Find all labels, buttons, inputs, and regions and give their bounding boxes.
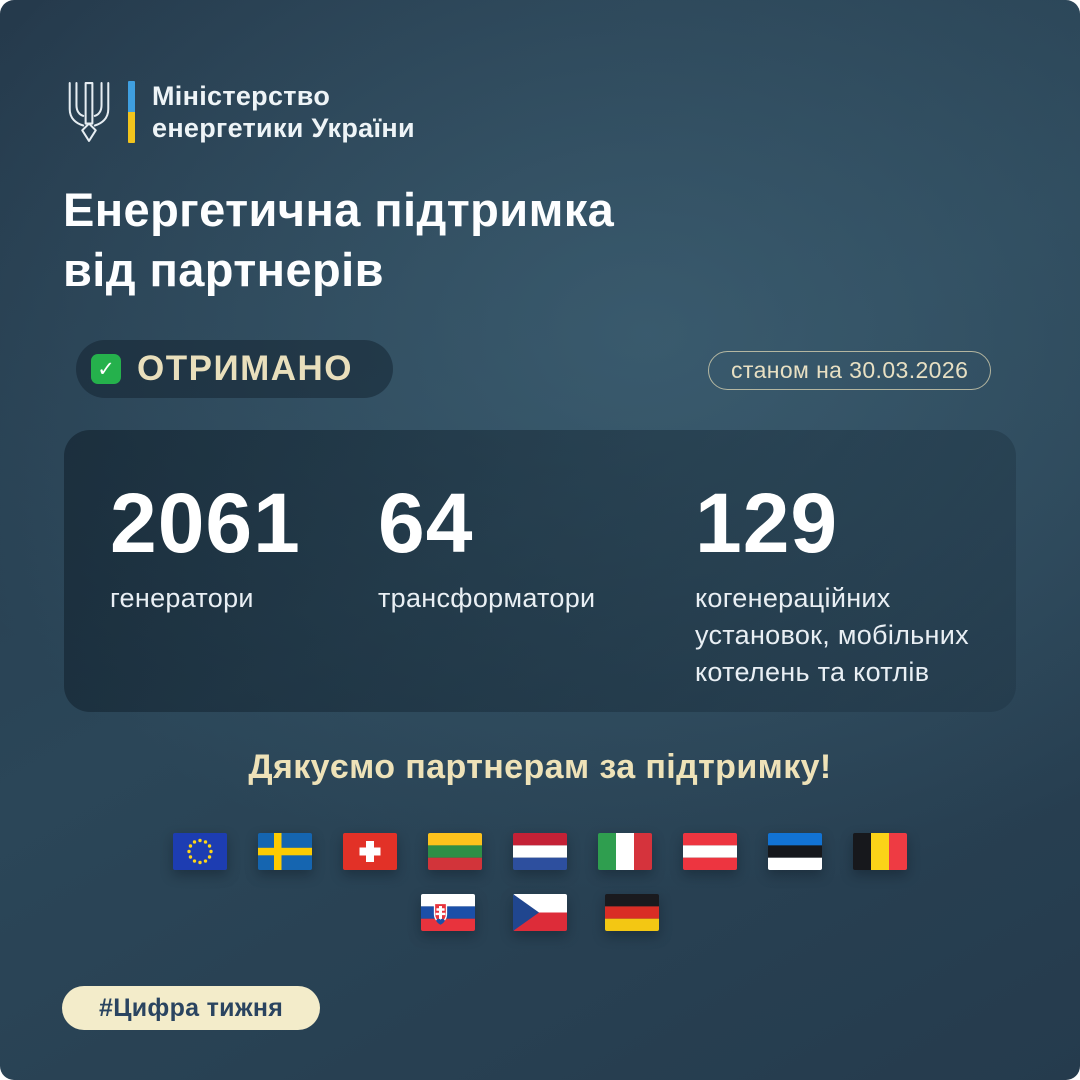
flag-czech-republic	[513, 894, 567, 931]
thanks-message: Дякуємо партнерам за підтримку!	[248, 748, 832, 786]
flag-netherlands	[513, 833, 567, 870]
check-icon: ✓	[91, 354, 121, 384]
ministry-name-line1: Міністерство	[152, 81, 331, 111]
date-badge: станом на 30.03.2026	[708, 351, 992, 390]
partner-flags-row2	[0, 894, 1080, 931]
ministry-name-line2: енергетики України	[152, 113, 415, 143]
stat-transformers-value: 64	[378, 476, 474, 570]
flag-belgium	[853, 833, 907, 870]
flag-austria	[683, 833, 737, 870]
stat-cogeneration: 129 когенераційних установок, мобільних …	[695, 476, 1003, 691]
page-title: Енергетична підтримка від партнерів	[63, 180, 614, 300]
divider-blue-half	[128, 81, 135, 112]
stat-transformers-label: трансформатори	[378, 583, 596, 614]
stat-generators-label: генератори	[110, 583, 254, 614]
stat-generators: 2061 генератори	[110, 476, 360, 617]
flag-european-union	[173, 833, 227, 870]
ukraine-trident-icon	[68, 82, 110, 142]
flag-divider-bar	[128, 81, 135, 143]
stats-card: 2061 генератори 64 трансформатори 129 ко…	[64, 430, 1016, 712]
partner-flags-row1	[0, 833, 1080, 870]
flag-italy	[598, 833, 652, 870]
flag-lithuania	[428, 833, 482, 870]
flag-switzerland	[343, 833, 397, 870]
page-title-line1: Енергетична підтримка	[63, 183, 615, 236]
stat-cogeneration-label: когенераційних установок, мобільних коте…	[695, 583, 969, 688]
stat-cogeneration-value: 129	[695, 476, 839, 570]
status-badge-received: ✓ ОТРИМАНО	[76, 340, 394, 398]
flag-sweden	[258, 833, 312, 870]
stat-transformers: 64 трансформатори	[378, 476, 678, 617]
flag-slovakia	[421, 894, 475, 931]
page-title-line2: від партнерів	[63, 243, 384, 296]
ministry-brand: Міністерство енергетики України	[62, 78, 415, 146]
ministry-name: Міністерство енергетики України	[152, 80, 415, 144]
flag-germany	[605, 894, 659, 931]
hashtag-badge: #Цифра тижня	[62, 986, 321, 1030]
flag-estonia	[768, 833, 822, 870]
status-badge-label: ОТРИМАНО	[137, 349, 354, 388]
divider-yellow-half	[128, 112, 135, 143]
stat-generators-value: 2061	[110, 476, 301, 570]
